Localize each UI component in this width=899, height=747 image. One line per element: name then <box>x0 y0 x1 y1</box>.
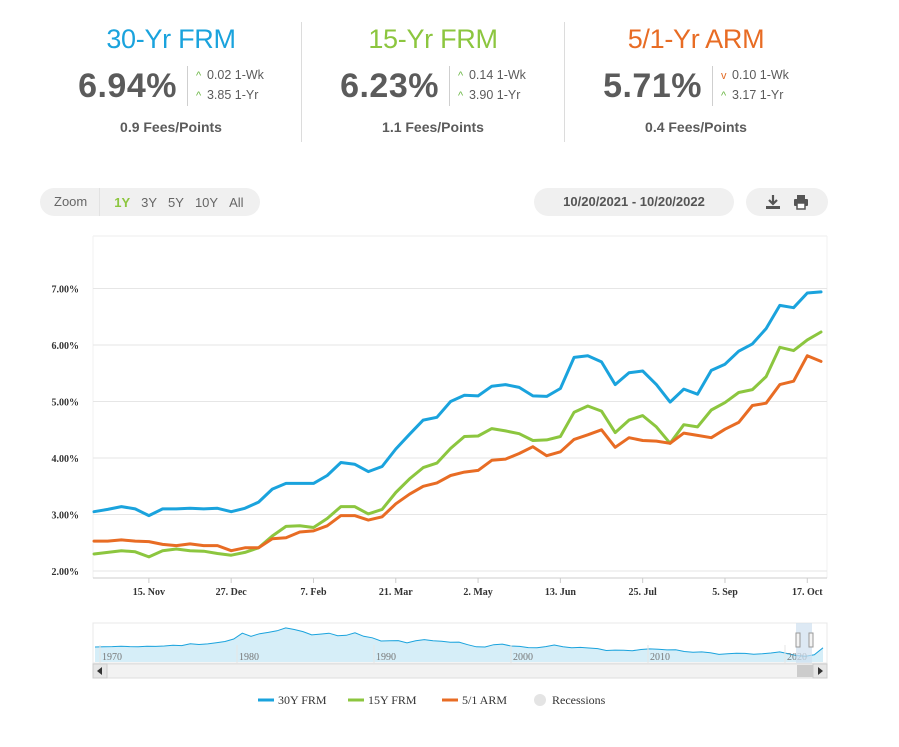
arrow-left-icon <box>97 667 102 675</box>
date-range-display[interactable]: 10/20/2021 - 10/20/2022 <box>534 188 734 216</box>
navigator-area <box>95 627 823 662</box>
legend-marker <box>534 694 546 706</box>
x-tick-label: 2. May <box>463 587 492 598</box>
rate-card-title: 15-Yr FRM <box>368 24 498 54</box>
yearly-change: ^ 3.17 1-Yr <box>721 86 789 106</box>
chart-tools <box>746 188 828 216</box>
download-icon[interactable] <box>762 192 784 212</box>
zoom-label: Zoom <box>40 188 101 216</box>
zoom-3y-button[interactable]: 3Y <box>141 194 158 210</box>
navigator-right-handle[interactable] <box>808 632 814 648</box>
rate-value: 6.23% <box>340 66 439 105</box>
legend-item-5-1-arm[interactable]: 5/1 ARM <box>442 693 507 707</box>
legend-item-recessions[interactable]: Recessions <box>534 693 606 707</box>
arrow-right-icon <box>818 667 823 675</box>
plot-area <box>93 236 827 578</box>
legend-item-30y-frm[interactable]: 30Y FRM <box>258 693 327 707</box>
weekly-change: ^ 0.14 1-Wk <box>458 66 526 86</box>
change-arrow-icon: ^ <box>457 90 464 102</box>
legend-label: 15Y FRM <box>368 693 417 707</box>
navigator-scrollbar[interactable] <box>92 663 828 679</box>
navigator-tick-label: 1990 <box>376 652 396 663</box>
x-tick-label: 13. Jun <box>545 587 577 598</box>
fees-points: 0.9 Fees/Points <box>120 119 222 135</box>
rate-card-15yr: 15-Yr FRM 6.23% ^ 0.14 1-Wk ^ 3.90 1-Yr 1.… <box>302 18 564 148</box>
weekly-change-text: 0.10 1-Wk <box>731 68 789 82</box>
change-arrow-icon: v <box>720 70 727 82</box>
change-arrow-icon: ^ <box>195 90 202 102</box>
legend-label: 30Y FRM <box>278 693 327 707</box>
y-tick-label: 3.00% <box>52 511 80 522</box>
x-tick-label: 17. Oct <box>792 587 823 598</box>
navigator-tick-label: 2010 <box>650 652 670 663</box>
fees-points: 1.1 Fees/Points <box>382 119 484 135</box>
zoom-all-button[interactable]: All <box>229 194 244 210</box>
series-line-30y-frm <box>92 290 823 518</box>
x-tick-label: 27. Dec <box>216 587 248 598</box>
x-tick-label: 5. Sep <box>712 587 738 598</box>
x-tick-label: 21. Mar <box>379 587 413 598</box>
yearly-change-text: 3.85 1-Yr <box>206 88 259 102</box>
series-line-5-1-arm <box>92 354 823 553</box>
legend-item-15y-frm[interactable]: 15Y FRM <box>348 693 417 707</box>
series-line-15y-frm <box>92 330 823 559</box>
card-divider <box>564 22 565 142</box>
zoom-1y-button[interactable]: 1Y <box>114 194 131 210</box>
weekly-change-text: 0.02 1-Wk <box>206 68 264 82</box>
rate-changes: ^ 0.02 1-Wk ^ 3.85 1-Yr <box>186 66 264 106</box>
yearly-change-text: 3.90 1-Yr <box>468 88 521 102</box>
yearly-change-text: 3.17 1-Yr <box>731 88 784 102</box>
y-tick-label: 2.00% <box>52 567 80 578</box>
x-tick-label: 7. Feb <box>300 587 327 598</box>
change-arrow-icon: ^ <box>720 90 727 102</box>
fees-points: 0.4 Fees/Points <box>645 119 747 135</box>
navigator-tick-label: 2000 <box>513 652 533 663</box>
zoom-5y-button[interactable]: 5Y <box>168 194 184 210</box>
rate-card-title: 5/1-Yr ARM <box>627 24 765 54</box>
weekly-change: ^ 0.02 1-Wk <box>196 66 264 86</box>
x-tick-label: 15. Nov <box>133 587 165 598</box>
y-tick-label: 6.00% <box>52 341 80 352</box>
yearly-change: ^ 3.85 1-Yr <box>196 86 264 106</box>
zoom-bar: Zoom 1Y 3Y 5Y 10Y All <box>40 188 260 216</box>
card-divider <box>301 22 302 142</box>
y-tick-label: 5.00% <box>52 398 80 409</box>
yearly-change: ^ 3.90 1-Yr <box>458 86 526 106</box>
rate-card-30yr: 30-Yr FRM 6.94% ^ 0.02 1-Wk ^ 3.85 1-Yr 0.… <box>40 18 302 148</box>
rate-changes: v 0.10 1-Wk ^ 3.17 1-Yr <box>711 66 789 106</box>
rate-changes: ^ 0.14 1-Wk ^ 3.90 1-Yr <box>448 66 526 106</box>
rate-value: 5.71% <box>603 66 702 105</box>
navigator-left-handle[interactable] <box>795 632 801 648</box>
change-arrow-icon: ^ <box>195 70 202 82</box>
rate-card-title: 30-Yr FRM <box>106 24 236 54</box>
y-tick-label: 4.00% <box>52 454 80 465</box>
rate-card-arm: 5/1-Yr ARM 5.71% v 0.10 1-Wk ^ 3.17 1-Yr 0… <box>565 18 827 148</box>
x-tick-label: 25. Jul <box>629 587 658 598</box>
change-arrow-icon: ^ <box>457 70 464 82</box>
navigator-line <box>94 627 824 657</box>
y-tick-label: 7.00% <box>52 285 80 296</box>
weekly-change-text: 0.14 1-Wk <box>468 68 526 82</box>
print-icon[interactable] <box>790 192 812 212</box>
zoom-10y-button[interactable]: 10Y <box>194 194 219 210</box>
weekly-change: v 0.10 1-Wk <box>721 66 789 86</box>
legend-label: Recessions <box>552 693 606 707</box>
scrollbar-thumb[interactable] <box>797 665 813 677</box>
rate-value: 6.94% <box>78 66 177 105</box>
navigator-tick-label: 1970 <box>102 652 122 663</box>
legend-label: 5/1 ARM <box>462 693 507 707</box>
navigator-tick-label: 1980 <box>239 652 259 663</box>
